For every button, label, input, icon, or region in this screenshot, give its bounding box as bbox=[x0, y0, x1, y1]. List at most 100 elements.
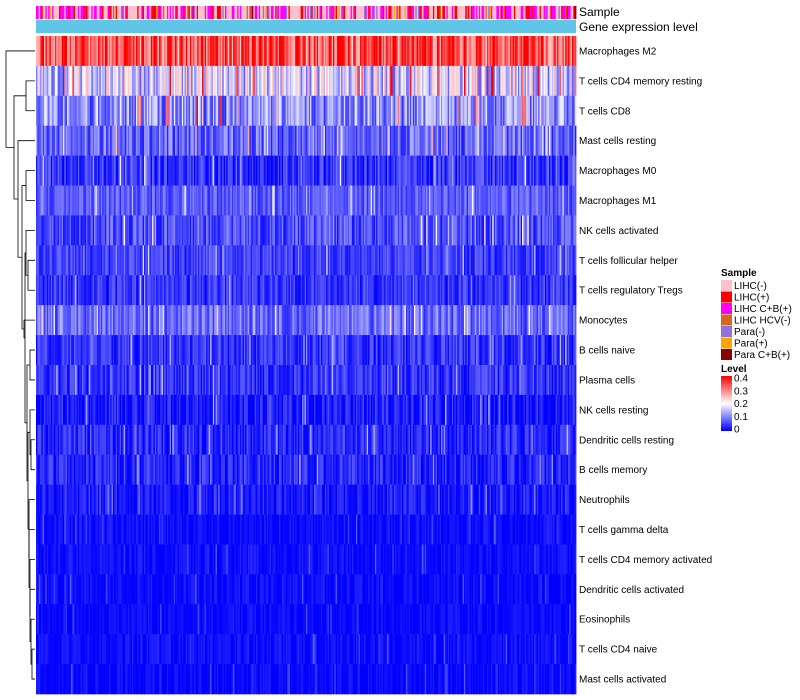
heatmap-cell bbox=[216, 125, 219, 156]
heatmap-cell bbox=[218, 36, 220, 67]
heatmap-cell bbox=[326, 245, 328, 276]
heatmap-cell bbox=[46, 305, 49, 336]
heatmap-cell bbox=[526, 215, 528, 246]
heatmap-cell bbox=[118, 185, 121, 216]
sample-annotation-cell bbox=[225, 6, 227, 19]
heatmap-cell bbox=[434, 215, 436, 246]
heatmap-cell bbox=[231, 36, 234, 67]
heatmap-cell bbox=[134, 155, 137, 186]
heatmap-cell bbox=[288, 125, 291, 156]
heatmap-cell bbox=[520, 245, 523, 276]
heatmap-cell bbox=[160, 365, 162, 396]
heatmap-cell bbox=[200, 65, 203, 97]
heatmap-cell bbox=[164, 185, 166, 216]
heatmap-cell bbox=[559, 275, 562, 306]
heatmap-cell bbox=[301, 245, 304, 276]
heatmap-cell bbox=[180, 245, 183, 276]
heatmap-cell bbox=[414, 65, 416, 97]
heatmap-cell bbox=[67, 95, 69, 127]
heatmap-cell bbox=[72, 245, 75, 276]
heatmap-cell bbox=[547, 215, 550, 246]
heatmap-cell bbox=[360, 335, 362, 366]
heatmap-cell bbox=[204, 185, 207, 216]
heatmap-cell bbox=[416, 275, 419, 306]
heatmap-cell bbox=[536, 275, 539, 306]
heatmap-cell bbox=[382, 155, 385, 186]
heatmap-cell bbox=[219, 335, 222, 366]
heatmap-cell bbox=[57, 65, 60, 97]
heatmap-cell bbox=[432, 125, 435, 156]
heatmap-cell bbox=[45, 365, 48, 396]
heatmap-cell bbox=[171, 335, 173, 366]
heatmap-cell bbox=[252, 125, 254, 156]
heatmap-cell bbox=[480, 125, 482, 156]
heatmap-cell bbox=[252, 95, 254, 127]
heatmap-cell bbox=[303, 65, 306, 97]
heatmap-cell bbox=[270, 155, 273, 186]
heatmap-cell bbox=[134, 215, 137, 246]
heatmap-cell bbox=[343, 65, 346, 97]
heatmap-cell bbox=[210, 365, 212, 396]
heatmap-cell bbox=[486, 125, 489, 156]
heatmap-cell bbox=[310, 155, 312, 186]
heatmap-cell bbox=[157, 36, 160, 67]
heatmap-cell bbox=[496, 95, 499, 127]
heatmap-cell bbox=[153, 275, 156, 306]
heatmap-cell bbox=[111, 245, 114, 276]
heatmap-cell bbox=[157, 305, 160, 336]
heatmap-cell bbox=[99, 65, 102, 97]
heatmap-cell bbox=[56, 335, 58, 366]
heatmap-cell bbox=[148, 245, 150, 276]
heatmap-cell bbox=[114, 335, 117, 366]
heatmap-cell bbox=[150, 125, 153, 156]
heatmap-cell bbox=[218, 155, 220, 186]
heatmap-cell bbox=[470, 155, 473, 186]
heatmap-cell bbox=[428, 155, 431, 186]
heatmap-cell bbox=[162, 65, 165, 97]
heatmap-cell bbox=[137, 215, 139, 246]
heatmap-cell bbox=[71, 275, 73, 306]
heatmap-cell bbox=[414, 155, 416, 186]
heatmap-cell bbox=[281, 125, 284, 156]
heatmap-cell bbox=[566, 95, 569, 127]
heatmap-cell bbox=[95, 155, 98, 186]
heatmap-cell bbox=[462, 65, 465, 97]
sample-annotation-cell bbox=[555, 6, 558, 19]
heatmap-cell bbox=[102, 95, 104, 127]
heatmap-cell bbox=[484, 245, 486, 276]
heatmap-cell bbox=[256, 275, 258, 306]
heatmap-cell bbox=[538, 155, 540, 186]
heatmap-cell bbox=[357, 335, 360, 366]
heatmap-cell bbox=[127, 365, 130, 396]
heatmap-cell bbox=[126, 335, 129, 366]
heatmap-cell bbox=[553, 245, 555, 276]
heatmap-cell bbox=[538, 125, 540, 156]
heatmap-cell bbox=[538, 275, 540, 306]
heatmap-cell bbox=[150, 185, 153, 216]
heatmap-cell bbox=[235, 335, 238, 366]
heatmap-cell bbox=[202, 36, 204, 67]
heatmap-cell bbox=[540, 36, 543, 67]
heatmap-cell bbox=[520, 275, 523, 306]
heatmap-cell bbox=[161, 95, 164, 127]
heatmap-cell bbox=[192, 95, 195, 127]
sample-annotation-cell bbox=[474, 6, 477, 19]
heatmap-cell bbox=[316, 335, 319, 366]
heatmap-cell bbox=[203, 245, 206, 276]
dendrogram-branch bbox=[31, 648, 35, 680]
heatmap-cell bbox=[505, 335, 508, 366]
heatmap-cell bbox=[527, 155, 530, 186]
heatmap-cell bbox=[133, 365, 135, 396]
heatmap-cell bbox=[79, 365, 81, 396]
heatmap-cell bbox=[566, 185, 569, 216]
heatmap-cell bbox=[496, 245, 499, 276]
heatmap-cell bbox=[153, 95, 156, 127]
heatmap-cell bbox=[513, 215, 516, 246]
heatmap-cell bbox=[447, 305, 450, 336]
heatmap-cell bbox=[528, 245, 531, 276]
heatmap-cell bbox=[540, 305, 543, 336]
heatmap-cell bbox=[412, 95, 415, 127]
heatmap-cell bbox=[349, 155, 351, 186]
heatmap-cell bbox=[424, 335, 427, 366]
heatmap-cell bbox=[354, 275, 357, 306]
